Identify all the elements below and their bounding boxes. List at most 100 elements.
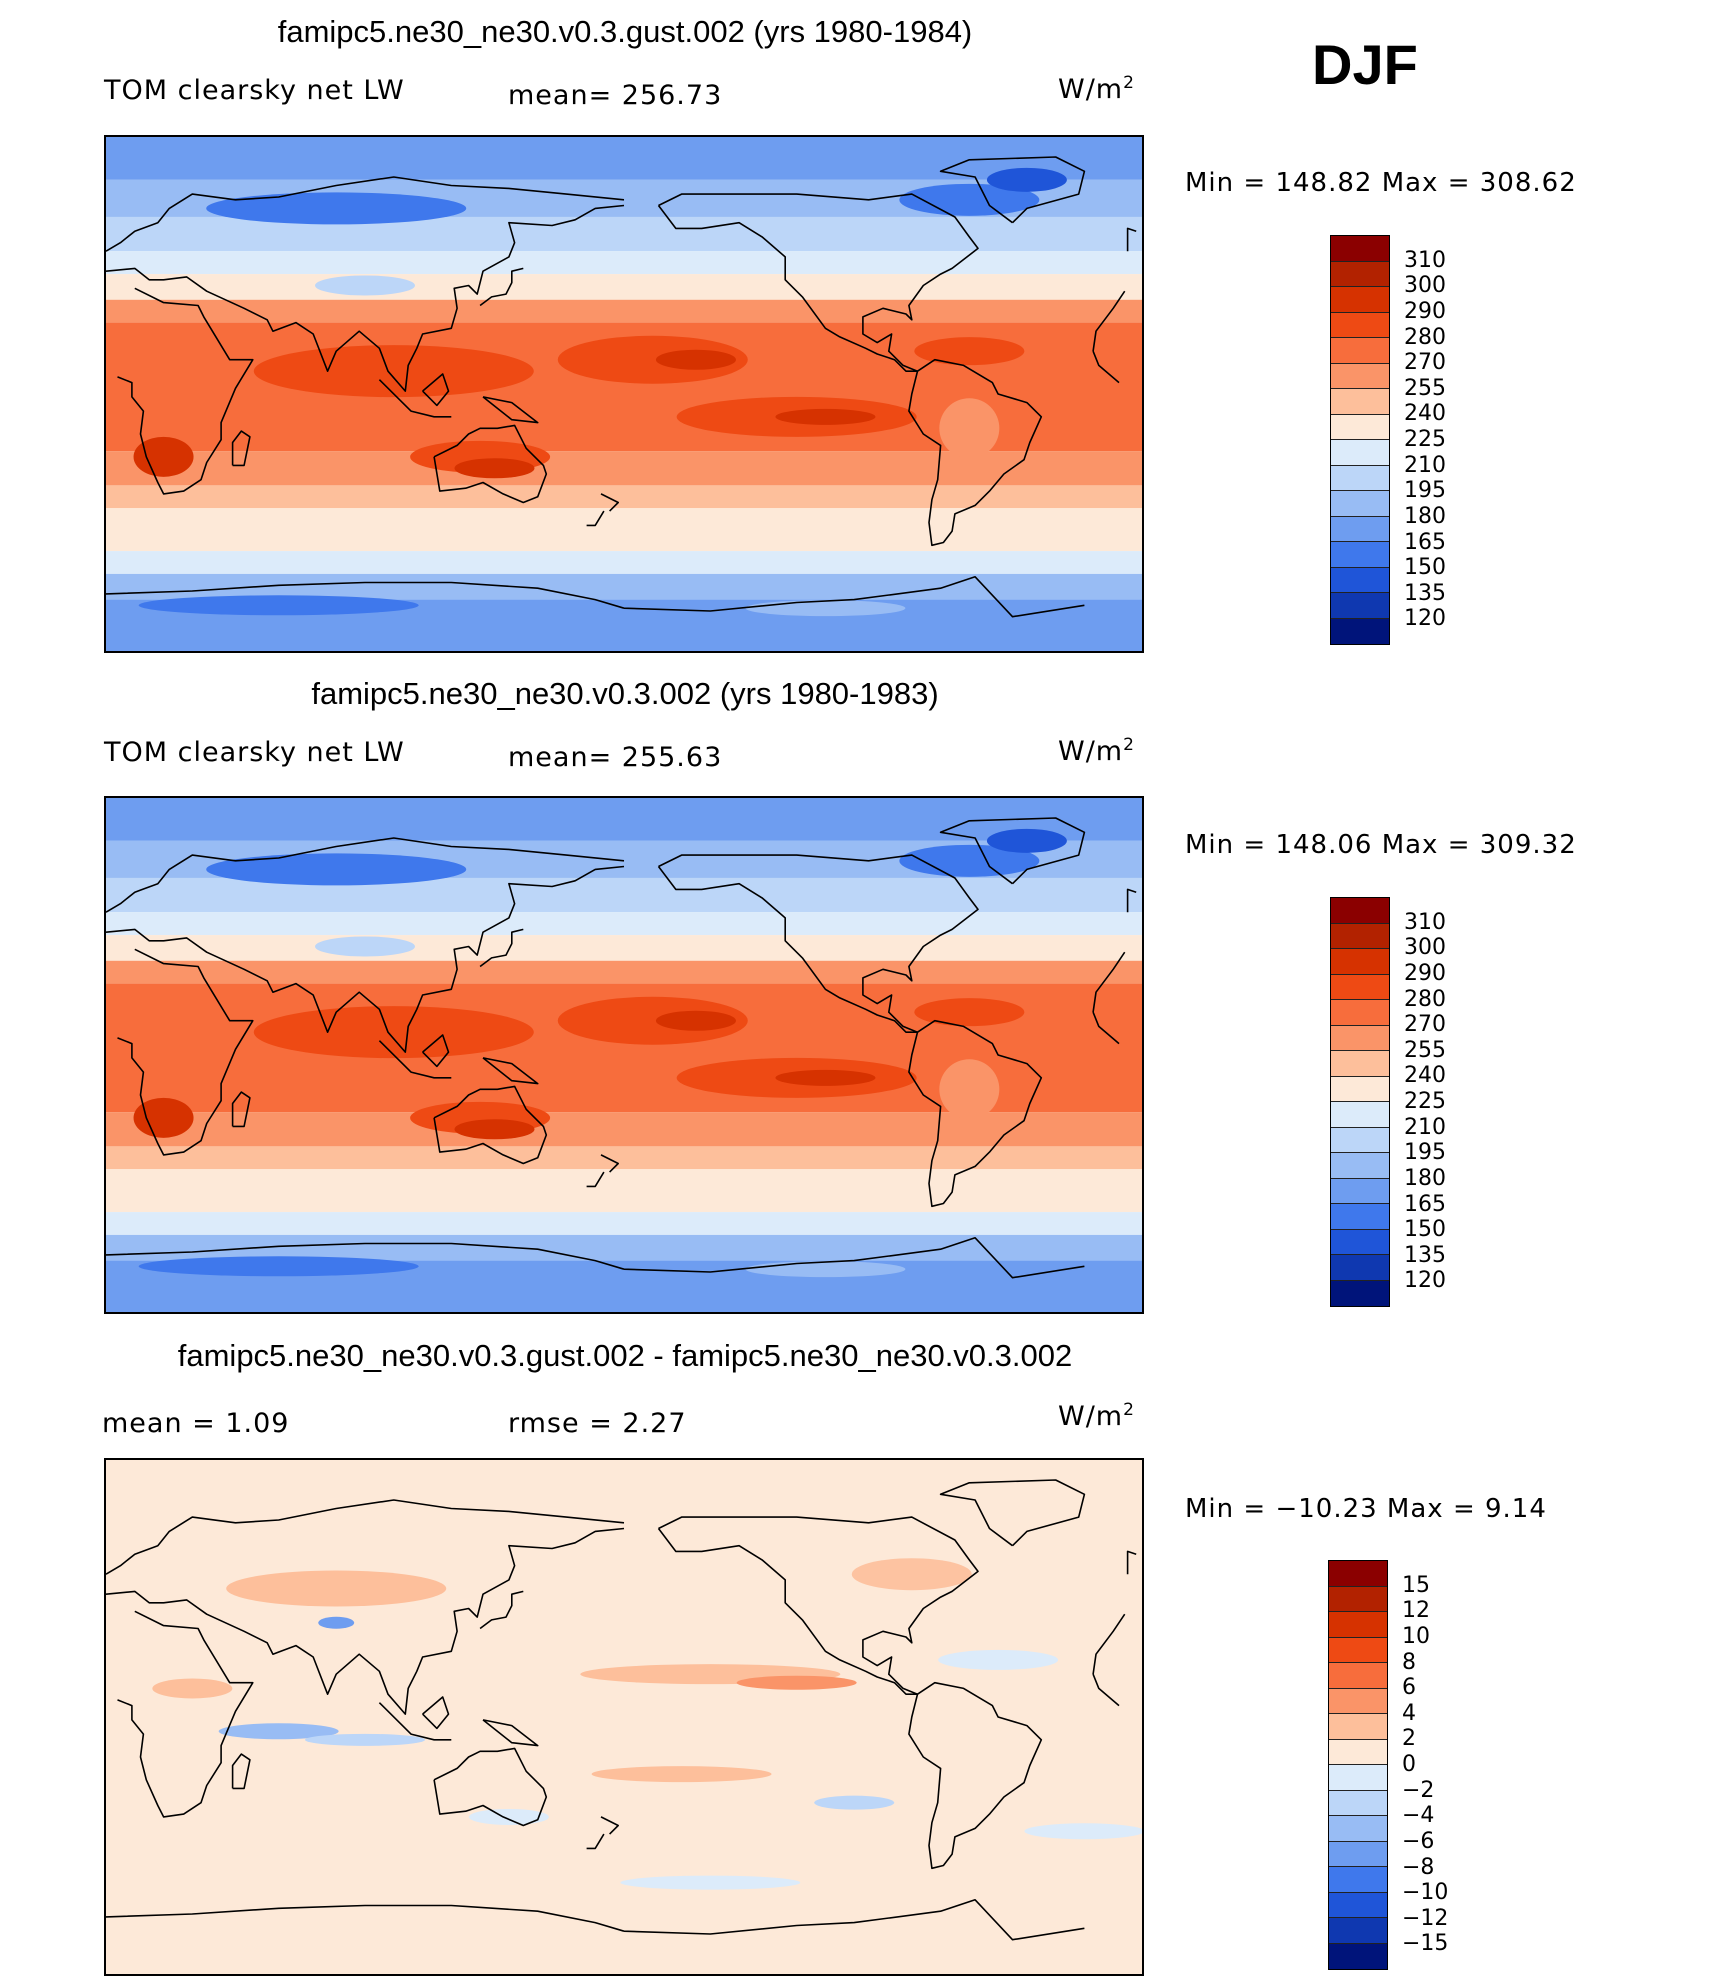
coastline <box>378 1702 452 1741</box>
coastline <box>939 1479 1086 1547</box>
field-anomaly <box>318 1616 355 1629</box>
field-band <box>106 485 1142 509</box>
colorbar-swatch <box>1331 949 1389 975</box>
field-anomaly <box>138 595 419 616</box>
panel-2-units: W/m2 <box>1058 735 1135 767</box>
colorbar-swatch <box>1331 363 1389 389</box>
colorbar-swatch <box>1329 1714 1387 1740</box>
field-band <box>106 137 1142 180</box>
field-anomaly <box>939 398 1000 459</box>
coastline <box>939 156 1086 224</box>
coastline <box>117 948 1126 1156</box>
panel-3-minmax: Min = −10.23 Max = 9.14 <box>1185 1494 1547 1524</box>
coastline <box>117 287 1126 495</box>
colorbar-tick-label: 6 <box>1402 1675 1416 1701</box>
field-band <box>106 1460 1142 1974</box>
field-band <box>106 216 1142 252</box>
colorbar-tick-label: 240 <box>1404 1063 1446 1089</box>
coastline <box>106 865 625 1053</box>
colorbar-swatch <box>1331 1000 1389 1026</box>
coastline <box>482 396 539 424</box>
colorbar-swatch <box>1329 1586 1387 1612</box>
panel-3-map-svg <box>106 1460 1142 1974</box>
field-anomaly <box>468 1808 549 1825</box>
colorbar-swatch <box>1329 1841 1387 1867</box>
coastline <box>231 1091 251 1128</box>
season-label: DJF <box>1312 33 1418 96</box>
colorbar-swatch <box>1331 1076 1389 1102</box>
coastline <box>586 510 605 527</box>
field-band <box>106 1212 1142 1235</box>
field-anomaly <box>315 275 415 296</box>
colorbar-swatch <box>1329 1867 1387 1893</box>
field-band <box>106 451 1142 486</box>
coastline <box>479 1590 524 1630</box>
coastline <box>657 1528 918 1695</box>
panel-3-map <box>104 1458 1144 1976</box>
panel-3-rmse-label: rmse = 2.27 <box>508 1408 687 1439</box>
coastline <box>231 1753 251 1790</box>
field-band <box>106 1112 1142 1147</box>
colorbar-swatch <box>1331 261 1389 287</box>
coastline <box>378 379 452 418</box>
field-band <box>106 798 1142 841</box>
field-anomaly <box>851 1558 972 1591</box>
field-anomaly <box>557 335 748 384</box>
field-anomaly <box>745 1261 906 1278</box>
colorbar-swatch <box>1329 1561 1387 1587</box>
field-anomaly <box>986 828 1067 853</box>
coastline <box>106 1237 1085 1279</box>
field-anomaly <box>152 1678 233 1699</box>
coastline <box>378 1040 452 1079</box>
colorbar-tick-label: 135 <box>1404 1242 1446 1268</box>
field-anomaly <box>745 600 906 617</box>
colorbar-swatch <box>1331 898 1389 924</box>
field-band <box>106 274 1142 300</box>
field-anomaly <box>775 408 876 425</box>
colorbar-tick-label: 225 <box>1404 1089 1446 1114</box>
field-anomaly <box>899 183 1040 216</box>
colorbar-tick-label: 280 <box>1404 986 1446 1012</box>
coastline <box>657 866 918 1033</box>
panel-1-colorbar <box>1330 235 1390 645</box>
panel-1-map <box>104 135 1144 653</box>
field-band <box>106 299 1142 323</box>
panel-2-title: famipc5.ne30_ne30.v0.3.002 (yrs 1980-198… <box>311 676 939 711</box>
colorbar-swatch <box>1329 1918 1387 1944</box>
colorbar-tick-label: 270 <box>1404 1012 1446 1038</box>
panel-1-variable-label: TOM clearsky net LW <box>104 75 405 106</box>
colorbar-tick-label: −2 <box>1402 1777 1435 1803</box>
colorbar-swatch <box>1331 1025 1389 1051</box>
field-anomaly <box>138 1256 419 1277</box>
colorbar-swatch <box>1331 1127 1389 1153</box>
colorbar-swatch <box>1331 287 1389 313</box>
field-anomaly <box>557 996 748 1045</box>
field-anomaly <box>315 936 415 957</box>
coastline <box>106 176 625 252</box>
colorbar-tick-label: 195 <box>1404 478 1446 504</box>
coastline <box>422 1696 450 1730</box>
field-band <box>106 551 1142 574</box>
coastline <box>1126 227 1137 252</box>
colorbar-tick-label: 225 <box>1404 427 1446 452</box>
field-anomaly <box>454 1119 535 1140</box>
coastline <box>117 1610 1126 1818</box>
colorbar-swatch <box>1329 1892 1387 1918</box>
colorbar-swatch <box>1331 618 1389 644</box>
colorbar-swatch <box>1331 593 1389 619</box>
coastline <box>106 1499 625 1575</box>
colorbar-tick-label: 210 <box>1404 452 1446 478</box>
colorbar-swatch <box>1331 440 1389 466</box>
coastline <box>1126 888 1137 913</box>
colorbar-tick-label: 15 <box>1402 1572 1430 1598</box>
field-anomaly <box>939 1059 1000 1120</box>
colorbar-tick-label: 165 <box>1404 1191 1446 1217</box>
panel-2-colorbar <box>1330 897 1390 1307</box>
colorbar-tick-label: 280 <box>1404 324 1446 350</box>
colorbar-swatch <box>1331 923 1389 949</box>
coastline <box>908 1681 1043 1870</box>
coastline <box>600 1816 619 1835</box>
coastline <box>482 1719 539 1747</box>
field-anomaly <box>655 1010 736 1031</box>
coastline <box>433 1085 548 1165</box>
